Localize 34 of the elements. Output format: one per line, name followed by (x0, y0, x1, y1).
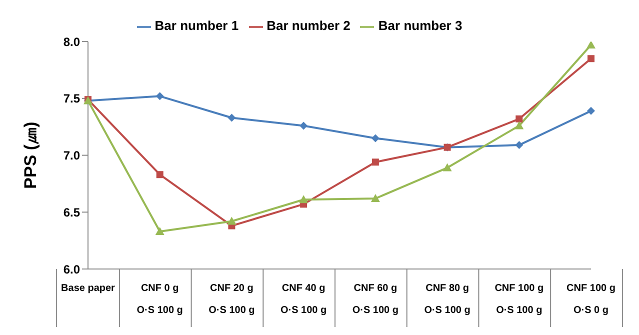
x-tick-label: CNF 40 g O·S 100 g (280, 283, 327, 316)
point (588, 55, 594, 62)
point (156, 171, 164, 178)
legend-label: Bar number 2 (266, 18, 350, 33)
legend-label: Bar number 3 (378, 18, 462, 33)
point (228, 114, 236, 122)
y-tick-label: 6.0 (63, 262, 80, 276)
point (370, 194, 380, 202)
point (155, 226, 164, 235)
point (514, 121, 524, 130)
point (442, 163, 452, 172)
y-tick-label: 7.0 (63, 148, 80, 163)
x-tick-label: CNF 60 g O·S 100 g (352, 283, 398, 316)
x-tick-label: CNF 20 g O·S 100 g (208, 283, 255, 316)
y-tick-label: 8.0 (63, 34, 80, 49)
x-tick-label: CNF 0 g O·S 100 g (136, 283, 183, 316)
legend-label: Bar number 1 (154, 18, 239, 33)
point (587, 106, 595, 115)
y-tick-label: 6.5 (63, 205, 80, 220)
point (372, 158, 379, 166)
x-tick-label: CNF 80 g O·S 100 g (424, 283, 470, 316)
point (227, 216, 236, 225)
y-axis-title: PPS (㎛) (21, 122, 40, 189)
point (371, 134, 380, 142)
point (515, 141, 524, 150)
y-tick-label: 7.5 (63, 92, 80, 106)
point (586, 42, 596, 48)
x-tick-label: CNF 100 g O·S 100 g (494, 283, 544, 316)
x-tick-label: Base paper (61, 283, 116, 294)
point (300, 122, 308, 130)
point (156, 92, 164, 100)
point (299, 195, 308, 204)
point (516, 115, 523, 122)
x-tick-label: CNF 100 g O·S 0 g (566, 283, 616, 316)
